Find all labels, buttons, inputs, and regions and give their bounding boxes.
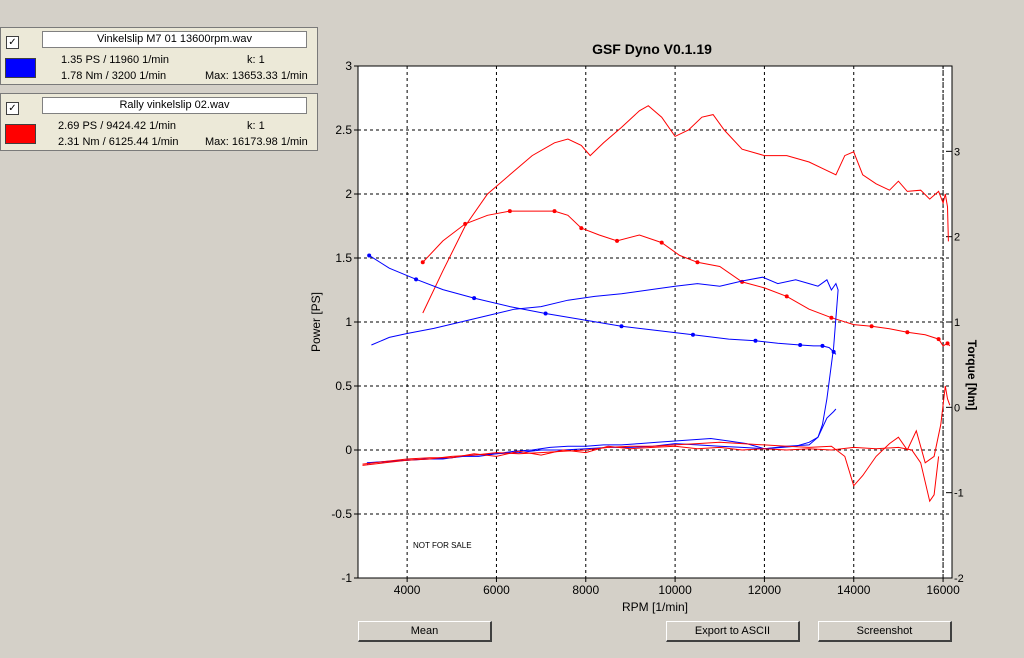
export-ascii-button[interactable]: Export to ASCII — [666, 621, 800, 642]
run-1-k-value: k: 1 — [247, 54, 265, 66]
series-point — [579, 226, 584, 231]
run-2-k-value: k: 1 — [247, 120, 265, 132]
y-tick-label: 0.5 — [335, 379, 352, 393]
series-line-0 — [422, 105, 949, 314]
y2-tick-label: 1 — [954, 317, 960, 329]
chart-title: GSF Dyno V0.1.19 — [592, 41, 712, 57]
series-point — [463, 221, 468, 226]
series-point — [695, 260, 700, 265]
series-point — [784, 294, 789, 299]
x-tick-label: 10000 — [658, 583, 692, 597]
y-tick-label: -0.5 — [331, 507, 352, 521]
series-point — [905, 330, 910, 335]
grid-lines — [358, 65, 952, 579]
run-2-color-swatch[interactable] — [5, 124, 36, 144]
series-point — [869, 324, 874, 329]
run-panel-1: ✓ Vinkelslip M7 01 13600rpm.wav 1.35 PS … — [0, 27, 318, 85]
series-point — [615, 238, 620, 243]
watermark-text: NOT FOR SALE — [413, 541, 472, 550]
x-tick-label: 8000 — [572, 583, 599, 597]
x-tick-label: 4000 — [394, 583, 421, 597]
y-tick-label: 2.5 — [335, 123, 352, 137]
y-tick-label: -1 — [341, 571, 352, 585]
series-layer — [362, 105, 951, 503]
run-panel-2: ✓ Rally vinkelslip 02.wav 2.69 PS / 9424… — [0, 93, 318, 151]
series-point — [414, 277, 419, 282]
run-1-filename: Vinkelslip M7 01 13600rpm.wav — [42, 31, 307, 48]
x-tick-label: 12000 — [748, 583, 782, 597]
run-2-torque-peak: 2.31 Nm / 6125.44 1/min — [58, 136, 179, 148]
series-point — [659, 240, 664, 245]
run-1-max-rpm: Max: 13653.33 1/min — [205, 70, 308, 82]
y2-tick-label: 2 — [954, 232, 960, 244]
series-point — [945, 341, 950, 346]
series-point — [552, 209, 557, 214]
series-point — [820, 343, 825, 348]
y-tick-label: 3 — [345, 59, 352, 73]
run-2-power-peak: 2.69 PS / 9424.42 1/min — [58, 120, 177, 132]
series-point — [753, 338, 758, 343]
y-tick-label: 1.5 — [335, 251, 352, 265]
y-tick-label: 2 — [345, 187, 352, 201]
series-line-6 — [362, 445, 940, 503]
series-line-2 — [366, 276, 839, 465]
run-2-max-rpm: Max: 16173.98 1/min — [205, 136, 308, 148]
series-point — [420, 260, 425, 265]
run-1-checkbox[interactable]: ✓ — [6, 36, 19, 49]
run-1-power-peak: 1.35 PS / 11960 1/min — [61, 54, 170, 66]
x-tick-label: 6000 — [483, 583, 510, 597]
y2-tick-label: -2 — [954, 573, 964, 585]
run-2-filename: Rally vinkelslip 02.wav — [42, 97, 307, 114]
series-point — [507, 209, 512, 214]
y2-tick-label: 3 — [954, 146, 960, 158]
x-tick-label: 16000 — [926, 583, 960, 597]
screenshot-button[interactable]: Screenshot — [818, 621, 952, 642]
dyno-chart: GSF Dyno V0.1.19 4000 6000 8000 10000 12000 1… — [309, 41, 979, 614]
series-point — [619, 324, 624, 329]
series-point — [367, 253, 372, 258]
series-line-5 — [362, 385, 951, 487]
run-1-color-swatch[interactable] — [5, 58, 36, 78]
y-tick-label: 0 — [345, 443, 352, 457]
run-2-checkbox[interactable]: ✓ — [6, 102, 19, 115]
series-point — [472, 296, 477, 301]
x-tick-label: 14000 — [837, 583, 871, 597]
x-axis-label: RPM [1/min] — [622, 600, 688, 614]
series-point — [543, 311, 548, 316]
series-point — [690, 332, 695, 337]
y2-tick-label: 0 — [954, 402, 960, 414]
y-axis-label: Power [PS] — [309, 292, 323, 352]
y2-tick-label: -1 — [954, 488, 964, 500]
y2-axis-label: Torque [Nm] — [965, 340, 979, 410]
run-1-torque-peak: 1.78 Nm / 3200 1/min — [61, 70, 167, 82]
series-point — [829, 315, 834, 320]
y-tick-label: 1 — [345, 315, 352, 329]
series-line-1 — [422, 210, 951, 347]
series-point — [798, 343, 803, 348]
series-point — [936, 337, 941, 342]
mean-button[interactable]: Mean — [358, 621, 492, 642]
series-point — [831, 349, 836, 354]
axis-ticks: 4000 6000 8000 10000 12000 14000 16000 -1 -0.5 0 0… — [331, 59, 963, 597]
